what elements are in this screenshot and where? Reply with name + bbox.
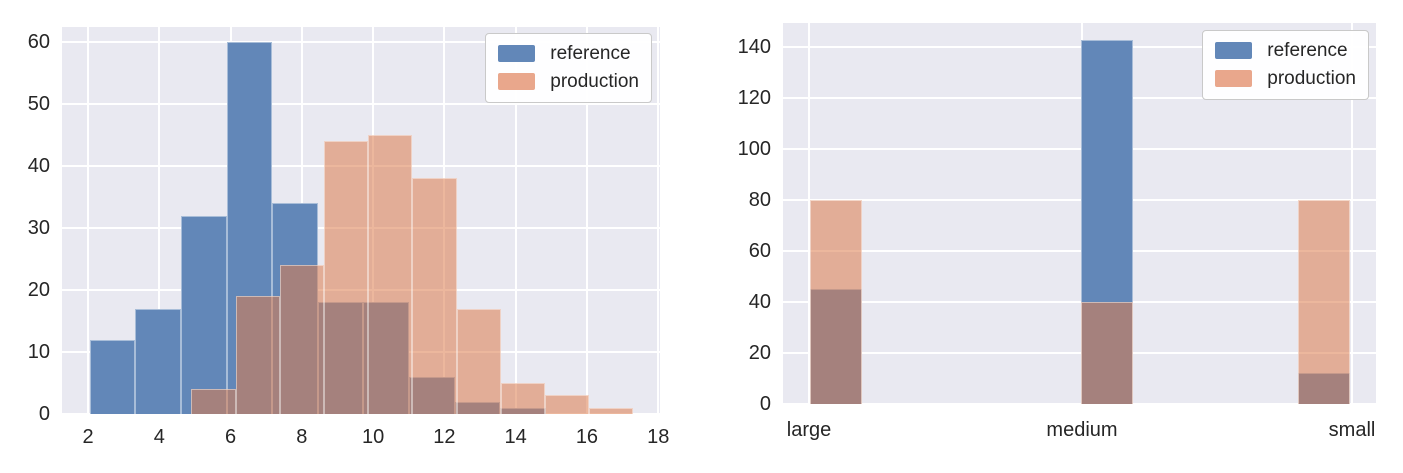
y-tick-label: 40 xyxy=(748,291,771,314)
category-label-small: small xyxy=(1328,419,1376,441)
legend: reference production xyxy=(1202,30,1369,100)
x-tick-label: 10 xyxy=(361,426,385,448)
bar-production-bin-4 xyxy=(368,134,413,414)
y-tick-label: 10 xyxy=(27,340,50,363)
x-gridline xyxy=(87,27,89,414)
y-gridline xyxy=(783,148,1376,151)
bar-production-bin-1 xyxy=(235,296,280,414)
y-gridline xyxy=(783,199,1376,202)
y-tick-label: 40 xyxy=(27,154,50,177)
x-gridline xyxy=(585,27,588,414)
bar-production-small xyxy=(1298,200,1350,404)
category-label-large: large xyxy=(786,419,832,441)
bar-production-bin-7 xyxy=(500,383,545,414)
legend-label-reference: reference xyxy=(550,43,631,64)
x-tick-label: 8 xyxy=(296,426,308,448)
x-tick-label: 18 xyxy=(647,426,670,448)
x-gridline xyxy=(1351,23,1353,404)
reference-swatch xyxy=(1215,42,1253,59)
y-gridline xyxy=(783,352,1376,355)
bar-reference-bin-2 xyxy=(181,215,227,414)
y-tick-label: 20 xyxy=(27,278,50,301)
y-tick-label: 0 xyxy=(38,403,50,425)
legend-label-production: production xyxy=(1267,68,1356,89)
bar-production-bin-8 xyxy=(544,395,590,414)
y-tick-label: 50 xyxy=(27,92,50,115)
y-gridline xyxy=(62,40,660,43)
y-tick-label: 80 xyxy=(748,189,771,212)
y-gridline xyxy=(783,403,1376,404)
y-tick-label: 20 xyxy=(748,342,771,365)
x-gridline xyxy=(158,27,161,414)
x-tick-label: 2 xyxy=(82,426,94,448)
legend-item-reference: reference xyxy=(498,43,639,64)
x-tick-label: 14 xyxy=(504,426,527,448)
y-gridline xyxy=(783,301,1376,304)
bar-production-bin-5 xyxy=(412,178,457,414)
reference-swatch xyxy=(498,45,536,62)
bar-production-bin-9 xyxy=(589,407,634,414)
y-gridline xyxy=(62,102,660,105)
x-gridline xyxy=(657,27,660,414)
bar-production-bin-0 xyxy=(191,389,236,414)
production-swatch xyxy=(498,73,536,90)
legend-label-production: production xyxy=(550,71,639,92)
legend-item-reference: reference xyxy=(1215,40,1356,61)
bar-reference-bin-0 xyxy=(89,339,136,414)
bar-production-bin-6 xyxy=(456,308,501,414)
y-tick-label: 30 xyxy=(27,216,50,239)
bar-production-large xyxy=(810,200,862,404)
bar-reference-bin-1 xyxy=(135,308,182,414)
legend-item-production: production xyxy=(1215,68,1356,89)
bar-production-bin-3 xyxy=(323,141,369,414)
bar-production-bin-2 xyxy=(279,265,324,414)
x-tick-label: 6 xyxy=(225,426,237,448)
y-gridline xyxy=(783,46,1376,49)
legend: reference production xyxy=(485,33,652,103)
x-tick-label: 16 xyxy=(575,426,599,448)
legend-label-reference: reference xyxy=(1267,40,1348,61)
y-tick-label: 120 xyxy=(737,87,771,110)
production-swatch xyxy=(1215,70,1253,87)
y-tick-label: 100 xyxy=(737,138,771,161)
legend-item-production: production xyxy=(498,71,639,92)
x-gridline xyxy=(808,23,810,404)
y-tick-label: 0 xyxy=(759,393,771,415)
category-label-medium: medium xyxy=(1046,419,1118,441)
x-gridline xyxy=(514,27,517,414)
bar-production-medium xyxy=(1081,302,1133,404)
x-tick-label: 12 xyxy=(433,426,456,448)
y-gridline xyxy=(783,97,1376,100)
y-gridline xyxy=(783,250,1376,253)
y-tick-label: 140 xyxy=(737,36,771,59)
y-tick-label: 60 xyxy=(27,30,50,53)
y-tick-label: 60 xyxy=(748,240,771,263)
x-tick-label: 4 xyxy=(153,426,165,448)
